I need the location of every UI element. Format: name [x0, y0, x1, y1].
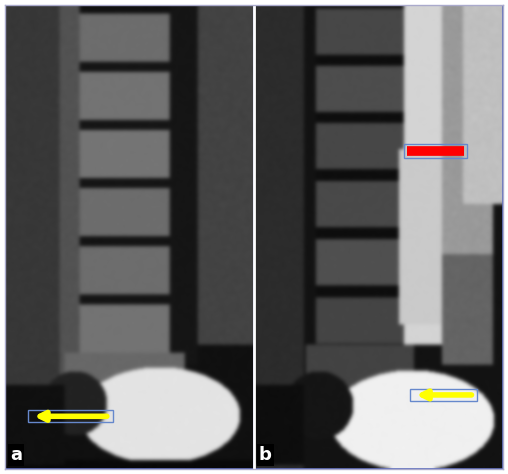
Bar	[254, 5, 503, 469]
Bar	[28, 410, 113, 422]
Bar	[410, 389, 478, 401]
Text: a: a	[10, 446, 22, 464]
Bar	[5, 5, 254, 469]
Text: b: b	[259, 446, 272, 464]
Bar	[404, 144, 467, 158]
